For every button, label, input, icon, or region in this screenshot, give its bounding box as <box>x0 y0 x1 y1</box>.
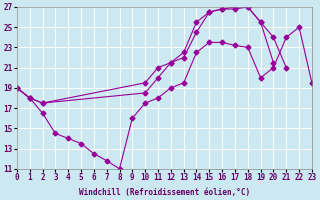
X-axis label: Windchill (Refroidissement éolien,°C): Windchill (Refroidissement éolien,°C) <box>79 188 250 197</box>
